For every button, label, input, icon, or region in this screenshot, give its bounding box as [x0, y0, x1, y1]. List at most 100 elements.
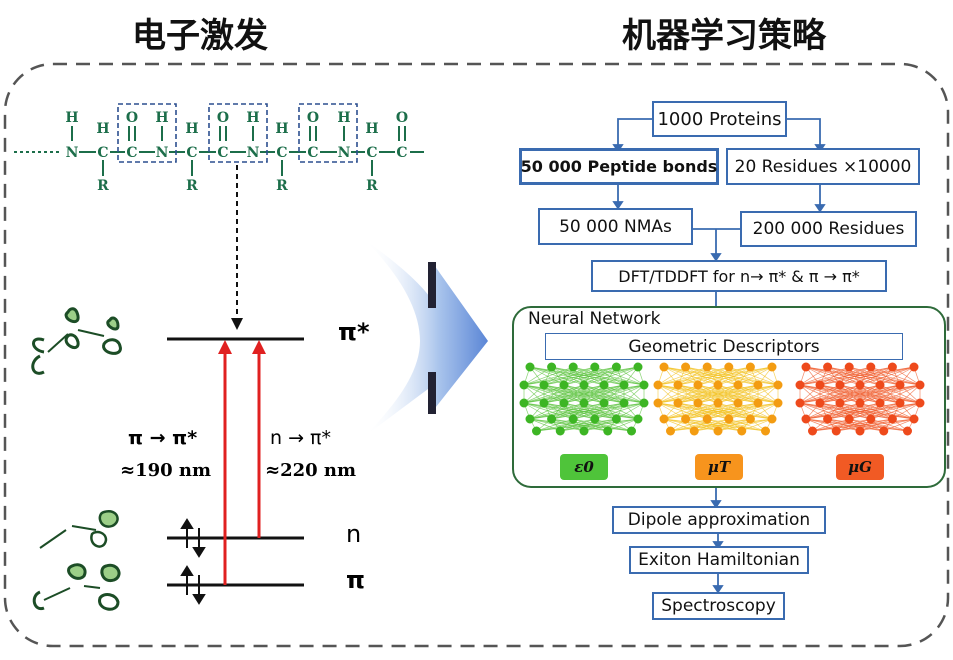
nn-connection — [657, 366, 708, 386]
nn-connection — [523, 384, 565, 404]
nn-node — [761, 426, 770, 436]
nn-connection — [657, 366, 729, 386]
nn-node — [519, 380, 529, 390]
nn-connection — [805, 366, 881, 386]
nn-node — [639, 380, 649, 390]
nn-node — [831, 426, 841, 436]
nn-connection — [523, 384, 605, 404]
nn-connection — [728, 402, 779, 420]
nn-node — [875, 380, 885, 390]
nn-node — [547, 414, 557, 424]
nn-connection — [529, 366, 605, 386]
chain-atom-h: H — [155, 110, 168, 126]
nn-connection — [839, 402, 871, 420]
nn-node — [909, 414, 919, 424]
nn-node — [525, 362, 535, 372]
nn-connection — [799, 366, 893, 386]
nn-connection — [536, 418, 595, 432]
nn-connection — [657, 384, 739, 404]
nn-node — [599, 398, 609, 408]
nn-node — [519, 398, 529, 408]
nn-connection — [663, 402, 699, 420]
nn-connection — [685, 418, 719, 432]
nn-node — [713, 426, 723, 436]
nn-node — [579, 426, 589, 436]
nn-connection — [523, 366, 552, 386]
nn-node — [532, 426, 541, 436]
nn-node — [666, 426, 675, 436]
nn-connection — [551, 366, 585, 386]
nn-node — [633, 414, 643, 424]
nn-node — [815, 380, 825, 390]
cone-bar-top — [428, 262, 436, 308]
nn-node — [724, 362, 734, 372]
nn-connection — [827, 402, 921, 420]
nn-connection — [663, 366, 739, 386]
chain-atom-h: H — [337, 110, 350, 126]
nn-connection — [663, 402, 719, 420]
nn-node — [915, 398, 925, 408]
nn-connection — [563, 402, 639, 420]
nn-connection — [839, 402, 893, 420]
nn-connection — [563, 402, 595, 420]
nn-node — [808, 426, 817, 436]
chain-atom-n: N — [66, 145, 79, 161]
nn-node — [568, 414, 578, 424]
nn-node — [909, 362, 919, 372]
nn-connection — [697, 402, 773, 420]
nn-node — [915, 380, 925, 390]
nn-connection — [870, 402, 921, 420]
n-orbital-icon — [39, 510, 119, 549]
nn-node — [903, 426, 912, 436]
nn-connection — [805, 402, 881, 420]
nn-connection — [677, 366, 773, 386]
nn-node — [673, 380, 683, 390]
nn-connection — [573, 418, 608, 432]
nn-node — [619, 380, 629, 390]
nn-connection — [819, 402, 893, 420]
nn-connection — [849, 402, 921, 420]
nn-connection — [717, 402, 751, 420]
nn-connection — [536, 418, 574, 432]
chain-atom-h: H — [275, 121, 288, 137]
nn-connection — [849, 418, 908, 432]
nn-connection — [685, 418, 742, 432]
nn-connection — [750, 402, 779, 420]
spectroscopy-box: Spectroscopy — [652, 592, 785, 620]
nn-node — [879, 426, 889, 436]
nn-connection — [663, 402, 759, 420]
nn-node — [702, 362, 712, 372]
chain-atom-c: C — [126, 145, 137, 161]
nn-connection — [551, 366, 605, 386]
nn-connection — [859, 402, 893, 420]
nn-connection — [657, 366, 686, 386]
nn-node — [689, 426, 699, 436]
nn-node — [773, 380, 783, 390]
nn-connection — [849, 418, 884, 432]
nn-node — [627, 426, 636, 436]
nn-connection — [563, 402, 617, 420]
nn-connection — [717, 366, 773, 386]
nn-connection — [607, 418, 639, 432]
dft-box: DFT/TDDFT for n→ π* & π → π* — [591, 260, 887, 292]
chain-atom-o: O — [217, 110, 229, 126]
nn-node — [835, 380, 845, 390]
nn-node — [887, 414, 897, 424]
chain-atom-c: C — [186, 145, 197, 161]
pi-electron-pair — [180, 565, 206, 605]
nn-node — [855, 380, 865, 390]
nn-node — [753, 398, 763, 408]
nn-node — [835, 398, 845, 408]
nn-node — [611, 362, 621, 372]
chain-atom-c: C — [97, 145, 108, 161]
nn-connection — [677, 402, 751, 420]
chain-atom-o: O — [307, 110, 319, 126]
nn-connection — [812, 418, 893, 432]
nn-connection — [883, 418, 915, 432]
chain-atom-h: H — [365, 121, 378, 137]
n-label: n — [346, 520, 362, 548]
nn-connection — [707, 418, 742, 432]
nn-node — [866, 362, 876, 372]
nn-connection — [657, 402, 729, 420]
